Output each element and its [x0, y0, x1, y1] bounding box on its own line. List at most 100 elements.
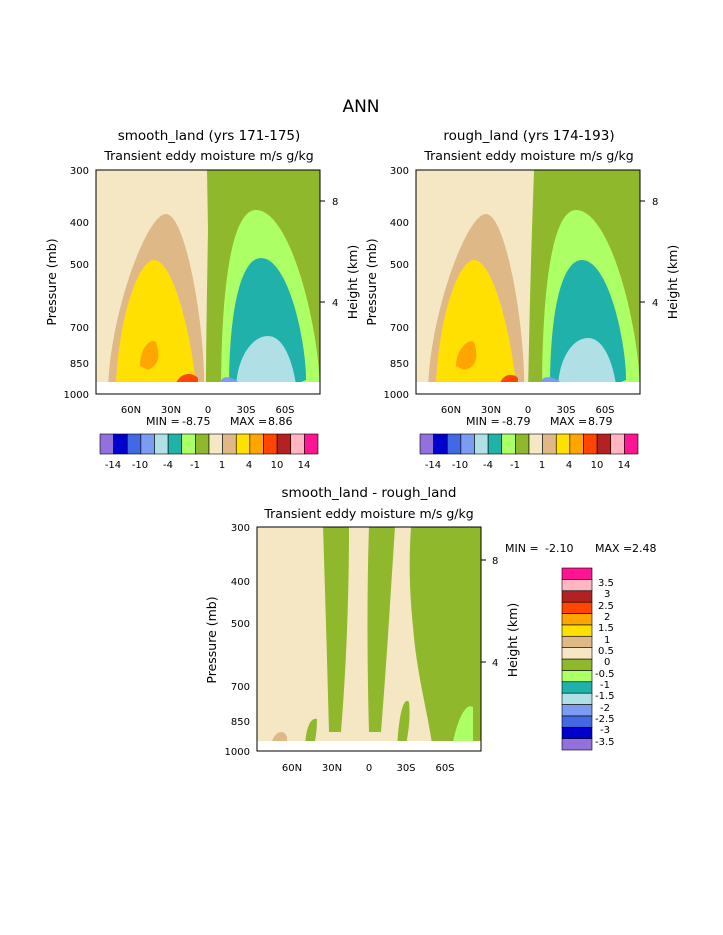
panel-subtitle: Transient eddy moisture m/s g/kg [103, 148, 313, 163]
colorbar-label: -10 [132, 460, 148, 471]
contour-plot [257, 527, 481, 751]
colorbar-box [474, 433, 489, 455]
y-tick-label: 850 [390, 359, 409, 370]
colorbar-box [263, 433, 278, 455]
max-label: MAX = [550, 415, 587, 428]
right-axis-label: Height (km) [345, 245, 360, 319]
colorbar-label: -14 [105, 460, 121, 471]
x-tick-label: 0 [525, 405, 531, 416]
colorbar-label: 2.5 [598, 601, 614, 612]
y-tick-label: 400 [70, 218, 89, 229]
colorbar: -14 -10 -4 -1 1 4 10 14 [99, 433, 319, 471]
y-tick-label: 700 [70, 323, 89, 334]
colorbar-box [515, 433, 530, 455]
colorbar-label: 1.5 [598, 623, 614, 634]
colorbar-label: 1 [604, 635, 610, 646]
colorbar-box [181, 433, 196, 455]
right-axis-label: Height (km) [665, 245, 680, 319]
y-tick-label: 850 [70, 359, 89, 370]
y-tick-label: 1000 [225, 747, 250, 758]
y-tick-label: 400 [390, 218, 409, 229]
plot-frame [415, 169, 641, 395]
stats: MIN = -8.79 MAX = 8.79 [466, 415, 613, 428]
height-tick-label: 8 [332, 197, 338, 208]
contour-band-neg10 [558, 338, 616, 390]
y-tick-label: 1000 [384, 390, 409, 401]
min-label: MIN = [466, 415, 500, 428]
colorbar-box [569, 433, 584, 455]
height-tick-label: 8 [492, 556, 498, 567]
y-tick-label: 500 [70, 260, 89, 271]
colorbar-label: 0.5 [598, 646, 614, 657]
colorbar-label: -2.5 [595, 714, 615, 725]
colorbar-label: 14 [298, 460, 311, 471]
panel-subtitle: Transient eddy moisture m/s g/kg [423, 148, 633, 163]
colorbar-box [624, 433, 639, 455]
colorbar-box [561, 624, 593, 637]
colorbar-label: 0 [604, 657, 610, 668]
y-axis: 300 400 500 700 850 1000 [384, 166, 409, 401]
colorbar-label: -4 [483, 460, 493, 471]
x-axis: 60N 30N 0 30S 60S [441, 405, 615, 416]
colorbar-box [542, 433, 557, 455]
y-tick-label: 400 [231, 577, 250, 588]
x-axis: 60N 30N 0 30S 60S [282, 763, 455, 774]
colorbar-label: -0.5 [595, 669, 615, 680]
min-value: -2.10 [545, 542, 573, 555]
colorbar-box [561, 738, 593, 751]
x-tick-label: 30N [481, 405, 501, 416]
panel-smooth-land: smooth_land (yrs 171-175) Transient eddy… [44, 128, 360, 471]
colorbar-label: -3.5 [595, 737, 615, 748]
colorbar-labels: -14 -10 -4 -1 1 4 10 14 [425, 460, 631, 471]
colorbar-box [583, 433, 598, 455]
y-axis: 300 400 500 700 850 1000 [225, 523, 250, 758]
colorbar-box [195, 433, 210, 455]
stats: MIN = -8.75 MAX = 8.86 [146, 415, 293, 428]
colorbar-label: -1.5 [595, 691, 615, 702]
height-tick-label: 4 [492, 658, 498, 669]
max-value: 8.86 [268, 415, 293, 428]
colorbar-label: 4 [566, 460, 572, 471]
panel-difference: smooth_land - rough_land Transient eddy … [204, 485, 657, 774]
colorbar-boxes [561, 567, 593, 751]
contour-plot [416, 170, 640, 394]
x-tick-label: 30S [396, 763, 415, 774]
colorbar-label: 1 [539, 460, 545, 471]
colorbar-box [446, 433, 462, 455]
y-tick-label: 500 [390, 260, 409, 271]
x-tick-label: 60N [121, 405, 141, 416]
colorbar-box [222, 433, 237, 455]
x-tick-label: 60S [595, 405, 614, 416]
min-value: -8.75 [182, 415, 210, 428]
panel-title: smooth_land (yrs 171-175) [118, 128, 301, 144]
colorbar-box [561, 715, 593, 728]
colorbar-box [167, 433, 183, 455]
colorbar-box [460, 433, 475, 455]
y-tick-label: 300 [231, 523, 250, 534]
colorbar-box [419, 433, 434, 455]
x-tick-label: 30S [556, 405, 575, 416]
height-tick-label: 4 [652, 298, 658, 309]
y-tick-label: 700 [390, 323, 409, 334]
colorbar-box [154, 433, 169, 455]
colorbar-box [561, 567, 593, 580]
colorbar-box [208, 433, 223, 455]
colorbar-label: -1 [600, 680, 610, 691]
colorbar-box [561, 635, 593, 648]
right-axis: 8 4 [481, 556, 498, 669]
colorbar-box [610, 433, 625, 455]
colorbar-box [561, 590, 593, 603]
min-label: MIN = [146, 415, 180, 428]
colorbar-box [561, 658, 593, 671]
max-value: 2.48 [632, 542, 657, 555]
colorbar-box [561, 601, 593, 614]
y-tick-label: 850 [231, 717, 250, 728]
colorbar-labels: -14 -10 -4 -1 1 4 10 14 [105, 460, 311, 471]
topography-mask [257, 741, 481, 751]
colorbar-box [561, 692, 593, 705]
colorbar-label: 14 [618, 460, 631, 471]
panel-rough-land: rough_land (yrs 174-193) Transient eddy … [364, 128, 680, 471]
colorbar-box [276, 433, 292, 455]
min-label: MIN = [505, 542, 539, 555]
